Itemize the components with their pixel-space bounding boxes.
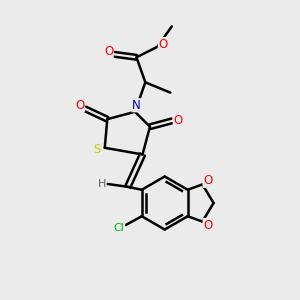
Text: S: S: [93, 143, 100, 156]
Text: N: N: [132, 99, 141, 112]
Text: O: O: [158, 38, 168, 50]
Text: O: O: [75, 99, 85, 112]
Text: O: O: [173, 114, 183, 127]
Text: H: H: [98, 179, 106, 189]
Text: O: O: [104, 46, 113, 59]
Text: O: O: [203, 219, 212, 232]
Text: Cl: Cl: [114, 223, 124, 233]
Text: O: O: [203, 174, 212, 188]
